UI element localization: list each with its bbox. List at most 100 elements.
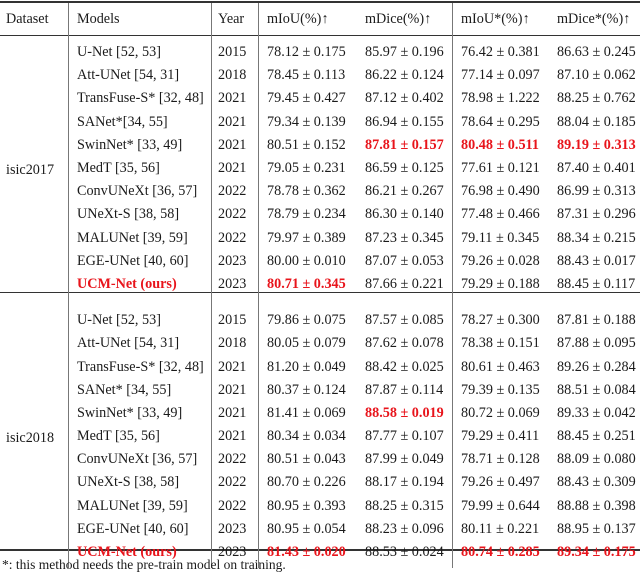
miou-cell: 78.79 ± 0.234 [267, 206, 346, 223]
model-name: Att-UNet [54, 31] [68, 64, 212, 88]
year-cell: 2021 [211, 425, 259, 449]
mdice-cell: 87.87 ± 0.114 [361, 378, 453, 402]
year-cell: 2023 [211, 272, 259, 301]
miou-star-cell: 78.64 ± 0.295 [461, 113, 540, 130]
mdice-star-cell: 88.34 ± 0.215 [557, 229, 636, 246]
table-row: ConvUNeXt [36, 57] 2022 80.51 ± 0.043 87.99… [0, 448, 640, 472]
mdice-cell: 88.23 ± 0.096 [361, 517, 453, 541]
miou-cell: 80.95 ± 0.393 [267, 497, 346, 514]
top-rule [0, 1, 640, 3]
separator-cell [361, 300, 453, 304]
table-row: MedT [35, 56] 2021 79.05 ± 0.231 86.59 ± 0.… [0, 156, 640, 181]
year-cell: 2022 [211, 471, 259, 495]
table-row: TransFuse-S* [32, 48] 2021 79.45 ± 0.427 87… [0, 87, 640, 111]
miou-star-cell: 79.99 ± 0.644 [461, 497, 540, 514]
model-name: ConvUNeXt [36, 57] [68, 180, 212, 204]
header-models: Models [68, 3, 212, 35]
mdice-cell: 87.99 ± 0.049 [361, 448, 453, 472]
mdice-cell: 87.12 ± 0.402 [361, 87, 453, 111]
model-name: TransFuse-S* [32, 48] [68, 355, 212, 379]
group-separator [0, 300, 640, 304]
miou-star-cell: 77.48 ± 0.466 [461, 206, 540, 223]
miou-star-cell: 76.98 ± 0.490 [461, 183, 540, 200]
miou-star-cell: 79.26 ± 0.497 [461, 474, 540, 491]
table-row: UNeXt-S [38, 58] 2022 78.79 ± 0.234 86.30 ±… [0, 203, 640, 227]
mdice-cell: 88.58 ± 0.019 [361, 401, 453, 425]
miou-star-cell: 80.48 ± 0.511 [461, 136, 539, 153]
header-mdice: mDice(%)↑ [361, 3, 453, 35]
mdice-cell: 86.21 ± 0.267 [361, 180, 453, 204]
year-cell: 2022 [211, 448, 259, 472]
mdice-cell: 88.17 ± 0.194 [361, 471, 453, 495]
model-name: EGE-UNet [40, 60] [68, 249, 212, 273]
table-row: ConvUNeXt [36, 57] 2022 78.78 ± 0.362 86.21… [0, 180, 640, 204]
table-row: EGE-UNet [40, 60] 2023 80.00 ± 0.010 87.07 … [0, 249, 640, 273]
miou-star-cell: 79.29 ± 0.411 [461, 428, 540, 445]
mdice-cell: 87.77 ± 0.107 [361, 425, 453, 449]
miou-cell: 81.41 ± 0.069 [267, 404, 346, 421]
miou-star-cell: 77.14 ± 0.097 [461, 67, 540, 84]
mdice-star-cell: 88.43 ± 0.017 [557, 252, 636, 269]
model-name: MALUNet [39, 59] [68, 494, 212, 518]
miou-cell: 79.45 ± 0.427 [267, 90, 346, 107]
mdice-cell: 87.07 ± 0.053 [361, 249, 453, 273]
mdice-cell: 86.94 ± 0.155 [361, 110, 453, 134]
mdice-star-cell: 87.40 ± 0.401 [557, 160, 636, 177]
mdice-star-cell: 86.63 ± 0.245 [557, 44, 636, 61]
results-table: Dataset Models Year mIoU(%)↑ mDice(%)↑ m… [0, 3, 640, 569]
mdice-star-cell: 89.33 ± 0.042 [557, 404, 636, 421]
table-row: UCM-Net (ours) 2023 81.43 ± 0.020 88.53 ± 0… [0, 540, 640, 569]
table-row: SwinNet* [33, 49] 2021 80.51 ± 0.152 87.81 … [0, 133, 640, 157]
table-row: SANet*[34, 55] 2021 79.34 ± 0.139 86.94 ± 0… [0, 110, 640, 134]
mdice-star-cell: 89.19 ± 0.313 [557, 136, 636, 153]
year-cell: 2021 [211, 378, 259, 402]
miou-cell: 79.05 ± 0.231 [267, 160, 346, 177]
mdice-cell: 87.81 ± 0.157 [361, 133, 453, 157]
mdice-cell: 88.25 ± 0.315 [361, 494, 453, 518]
mdice-star-cell: 88.51 ± 0.084 [557, 381, 636, 398]
mdice-cell: 87.62 ± 0.078 [361, 332, 453, 356]
year-cell: 2023 [211, 540, 259, 569]
year-cell: 2015 [211, 303, 259, 333]
model-name: SwinNet* [33, 49] [68, 133, 212, 157]
mdice-cell: 87.57 ± 0.085 [361, 303, 453, 333]
mdice-star-cell: 88.43 ± 0.309 [557, 474, 636, 491]
table-row: UNeXt-S [38, 58] 2022 80.70 ± 0.226 88.17 ±… [0, 471, 640, 495]
mdice-cell: 87.23 ± 0.345 [361, 226, 453, 250]
model-name: TransFuse-S* [32, 48] [68, 87, 212, 111]
table-row: EGE-UNet [40, 60] 2023 80.95 ± 0.054 88.23 … [0, 517, 640, 541]
year-cell: 2015 [211, 35, 259, 65]
year-cell: 2021 [211, 87, 259, 111]
miou-cell: 78.78 ± 0.362 [267, 183, 346, 200]
miou-cell: 80.95 ± 0.054 [267, 520, 346, 537]
year-cell: 2023 [211, 517, 259, 541]
table-row: TransFuse-S* [32, 48] 2021 81.20 ± 0.049 88… [0, 355, 640, 379]
miou-star-cell: 77.61 ± 0.121 [461, 160, 540, 177]
mdice-star-cell: 88.45 ± 0.251 [557, 428, 636, 445]
header-row: Dataset Models Year mIoU(%)↑ mDice(%)↑ m… [0, 3, 640, 35]
mdice-cell: 85.97 ± 0.196 [361, 35, 453, 65]
mdice-star-cell: 88.09 ± 0.080 [557, 451, 636, 468]
mdice-star-cell: 87.31 ± 0.296 [557, 206, 636, 223]
model-name: UNeXt-S [38, 58] [68, 203, 212, 227]
miou-cell: 80.34 ± 0.034 [267, 428, 346, 445]
miou-cell: 79.97 ± 0.389 [267, 229, 346, 246]
miou-cell: 80.00 ± 0.010 [267, 252, 346, 269]
miou-cell: 81.43 ± 0.020 [267, 544, 346, 561]
mdice-cell: 88.53 ± 0.024 [361, 540, 453, 569]
header-miou-star: mIoU*(%)↑ [461, 10, 530, 27]
year-cell: 2021 [211, 156, 259, 181]
miou-cell: 78.45 ± 0.113 [267, 67, 346, 84]
miou-cell: 80.51 ± 0.152 [267, 136, 346, 153]
miou-star-cell: 79.11 ± 0.345 [461, 229, 540, 246]
miou-star-cell: 80.74 ± 0.285 [461, 544, 540, 561]
year-cell: 2021 [211, 401, 259, 425]
table-row: SANet* [34, 55] 2021 80.37 ± 0.124 87.87 ± … [0, 378, 640, 402]
mdice-star-cell: 88.95 ± 0.137 [557, 520, 636, 537]
miou-cell: 79.34 ± 0.139 [267, 113, 346, 130]
model-name: SwinNet* [33, 49] [68, 401, 212, 425]
mdice-star-cell: 88.04 ± 0.185 [557, 113, 636, 130]
miou-cell: 78.12 ± 0.175 [267, 44, 346, 61]
mdice-star-cell: 87.81 ± 0.188 [557, 312, 636, 329]
year-cell: 2023 [211, 249, 259, 273]
